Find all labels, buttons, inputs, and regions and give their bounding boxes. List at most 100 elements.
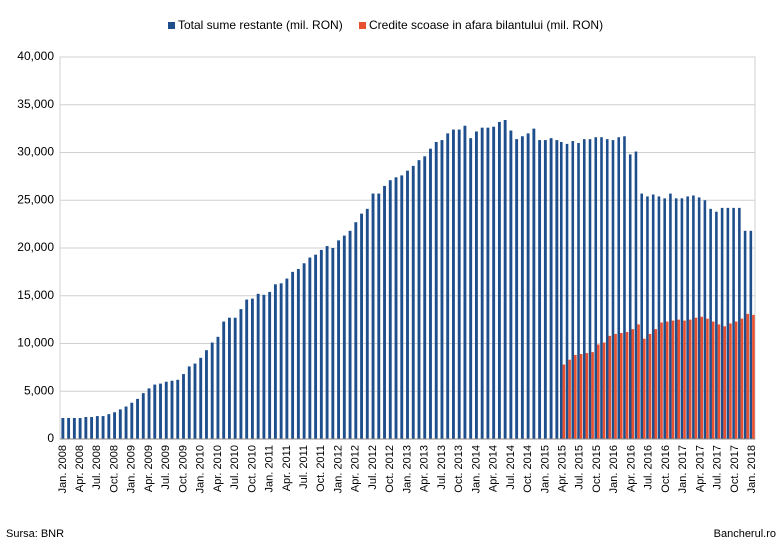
bar bbox=[660, 322, 663, 439]
bar bbox=[723, 326, 726, 439]
x-tick-label: Apr. 2012 bbox=[350, 445, 362, 492]
bar bbox=[124, 406, 128, 439]
bar bbox=[365, 208, 369, 439]
x-tick-label: Apr. 2014 bbox=[488, 445, 500, 492]
bar bbox=[308, 257, 312, 439]
bar bbox=[90, 417, 94, 439]
bar bbox=[480, 127, 484, 440]
bar bbox=[720, 207, 724, 439]
bar bbox=[711, 321, 715, 439]
bar bbox=[697, 197, 701, 439]
bar bbox=[559, 141, 563, 439]
bar bbox=[538, 140, 542, 439]
bar bbox=[210, 342, 214, 439]
legend-swatch bbox=[359, 22, 366, 29]
bar bbox=[245, 299, 249, 439]
bar bbox=[285, 278, 289, 439]
bar bbox=[159, 383, 162, 439]
legend-label: Total sume restante (mil. RON) bbox=[178, 18, 343, 32]
bar bbox=[291, 271, 295, 439]
bar bbox=[452, 129, 455, 439]
bar bbox=[608, 335, 612, 439]
x-tick-label: Oct. 2014 bbox=[522, 445, 534, 493]
bar bbox=[565, 143, 569, 439]
bar bbox=[611, 140, 615, 439]
x-tick-label: Oct. 2012 bbox=[384, 445, 396, 493]
bar bbox=[193, 363, 197, 439]
x-tick-label: Apr. 2015 bbox=[556, 445, 568, 492]
x-tick-label: Jan. 2009 bbox=[126, 445, 138, 493]
bar bbox=[602, 342, 606, 439]
x-tick-label: Jul. 2017 bbox=[712, 445, 724, 490]
x-tick-label: Oct. 2013 bbox=[453, 445, 465, 493]
legend-label: Credite scoase in afara bilantului (mil.… bbox=[369, 18, 603, 32]
bar bbox=[348, 230, 352, 439]
x-tick-label: Oct. 2008 bbox=[108, 445, 120, 493]
source-note: Sursa: BNR bbox=[6, 528, 64, 540]
bar bbox=[746, 313, 749, 439]
bar bbox=[279, 283, 283, 439]
x-tick-label: Jul. 2013 bbox=[436, 445, 448, 490]
y-tick-label: 35,000 bbox=[17, 97, 54, 111]
bar bbox=[141, 393, 145, 439]
bar bbox=[571, 141, 575, 440]
bar bbox=[515, 139, 519, 439]
bar bbox=[543, 140, 547, 439]
bar bbox=[325, 246, 329, 439]
bar bbox=[709, 208, 712, 439]
bar bbox=[665, 321, 669, 439]
bar bbox=[585, 353, 589, 439]
x-tick-label: Apr. 2011 bbox=[281, 445, 293, 491]
bar bbox=[377, 193, 381, 439]
bar bbox=[492, 126, 496, 439]
bar bbox=[250, 298, 254, 439]
bar bbox=[469, 138, 473, 440]
bar bbox=[594, 137, 598, 439]
legend-swatch bbox=[168, 22, 175, 29]
x-tick-label: Jul. 2009 bbox=[160, 445, 172, 490]
bar bbox=[669, 193, 672, 439]
y-tick-label: 30,000 bbox=[17, 145, 54, 159]
bar bbox=[342, 235, 346, 439]
bar bbox=[642, 338, 646, 439]
y-tick-label: 0 bbox=[47, 431, 54, 445]
bar bbox=[314, 254, 318, 439]
x-tick-label: Jan. 2008 bbox=[57, 445, 69, 493]
bar bbox=[176, 379, 180, 439]
bar bbox=[262, 294, 266, 439]
bar bbox=[182, 374, 185, 439]
bar bbox=[360, 213, 363, 439]
bar bbox=[526, 133, 530, 439]
bar bbox=[715, 211, 718, 439]
x-tick-label: Jul. 2008 bbox=[91, 445, 103, 490]
x-tick-label: Jan. 2013 bbox=[401, 445, 413, 493]
y-tick-label: 20,000 bbox=[17, 240, 54, 254]
bar bbox=[497, 121, 501, 439]
bar bbox=[228, 317, 231, 439]
bar bbox=[591, 352, 594, 439]
bar bbox=[474, 131, 478, 440]
bar bbox=[734, 321, 738, 439]
bar bbox=[680, 198, 684, 439]
bar bbox=[239, 309, 243, 439]
bar bbox=[72, 417, 76, 439]
bar bbox=[663, 198, 666, 439]
bar bbox=[614, 333, 617, 439]
bar bbox=[463, 125, 467, 439]
x-tick-label: Apr. 2017 bbox=[694, 445, 706, 492]
bar bbox=[411, 165, 415, 439]
x-tick-label: Jan. 2012 bbox=[332, 445, 344, 493]
bar bbox=[222, 321, 226, 439]
bar bbox=[717, 324, 721, 439]
bar bbox=[671, 320, 675, 439]
bar bbox=[688, 319, 692, 439]
bar bbox=[256, 293, 260, 439]
bar bbox=[406, 170, 409, 439]
bar bbox=[634, 151, 638, 440]
x-tick-label: Oct. 2011 bbox=[315, 445, 327, 492]
bar bbox=[354, 222, 358, 439]
bar bbox=[740, 318, 744, 439]
bar bbox=[743, 230, 747, 439]
bar bbox=[383, 185, 386, 439]
bar bbox=[520, 136, 524, 439]
